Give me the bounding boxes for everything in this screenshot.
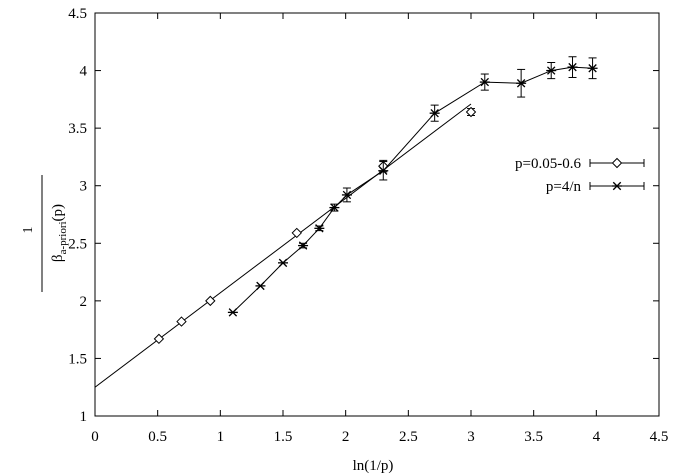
- axes-frame: [94, 12, 660, 417]
- x-axis-label: ln(1/p): [353, 458, 394, 474]
- series-star: [227, 56, 598, 317]
- data-point: [153, 333, 165, 345]
- data-point: [291, 227, 302, 239]
- x-tick-label: 4: [593, 429, 601, 445]
- x-tick-label: 0.5: [148, 429, 167, 445]
- data-point: [567, 62, 578, 72]
- data-point: [278, 258, 288, 268]
- legend-marker: [611, 157, 623, 169]
- data-point: [465, 106, 477, 118]
- data-point: [378, 166, 389, 175]
- x-tick-label: 1: [217, 429, 225, 445]
- data-point: [176, 316, 187, 327]
- series-line: [232, 66, 593, 313]
- plot-area-border: [94, 12, 660, 417]
- y-axis-label-numerator: 1: [21, 227, 36, 234]
- data-point: [329, 203, 340, 212]
- y-axis-label-subscript: a-priori: [57, 221, 69, 254]
- legend-label: p=0.05-0.6: [515, 156, 581, 172]
- y-axis-label-suffix: (p): [50, 204, 66, 222]
- data-point: [205, 295, 216, 307]
- x-tick-label: 2.5: [399, 429, 418, 445]
- data-point: [227, 308, 238, 317]
- data-point: [429, 108, 440, 118]
- fit-line-group: [94, 103, 472, 388]
- axis-ticks: 0 0.5 1 1.5 2 2.5 3 3.5 4 4.5 1 1.5 2 2.5 3 3.5 4 4.5: [68, 6, 668, 445]
- y-axis-label-beta: β: [50, 254, 66, 262]
- y-tick-label: 3: [80, 179, 88, 195]
- y-tick-label: 1: [80, 409, 88, 425]
- legend-marker: [612, 181, 622, 191]
- x-tick-label: 3: [467, 429, 475, 445]
- y-tick-label: 4.5: [68, 6, 87, 22]
- legend-label: p=4/n: [546, 179, 582, 195]
- series-group: [153, 56, 598, 345]
- legend: p=0.05-0.6 p=4/n: [515, 156, 645, 195]
- series-diamond: [153, 106, 477, 345]
- x-tick-label: 1.5: [274, 429, 293, 445]
- data-point: [587, 64, 598, 73]
- y-tick-label: 1.5: [68, 351, 87, 367]
- y-tick-label: 4: [80, 64, 88, 80]
- data-point: [314, 224, 325, 233]
- data-point: [546, 66, 557, 75]
- data-point: [341, 190, 352, 200]
- data-point: [479, 77, 490, 87]
- linear-fit-line: [94, 103, 472, 388]
- y-tick-label: 3.5: [68, 121, 87, 137]
- y-tick-label: 2.5: [68, 236, 87, 252]
- y-axis-label: 1 βa-priori(p): [21, 175, 69, 292]
- x-tick-label: 2: [342, 429, 350, 445]
- x-tick-label: 0: [91, 429, 99, 445]
- x-tick-label: 4.5: [650, 429, 669, 445]
- y-axis-label-denominator: βa-priori(p): [50, 204, 69, 262]
- x-tick-label: 3.5: [524, 429, 543, 445]
- data-point: [298, 241, 309, 250]
- data-point: [255, 281, 266, 291]
- data-point: [516, 79, 527, 88]
- y-tick-label: 2: [80, 294, 88, 310]
